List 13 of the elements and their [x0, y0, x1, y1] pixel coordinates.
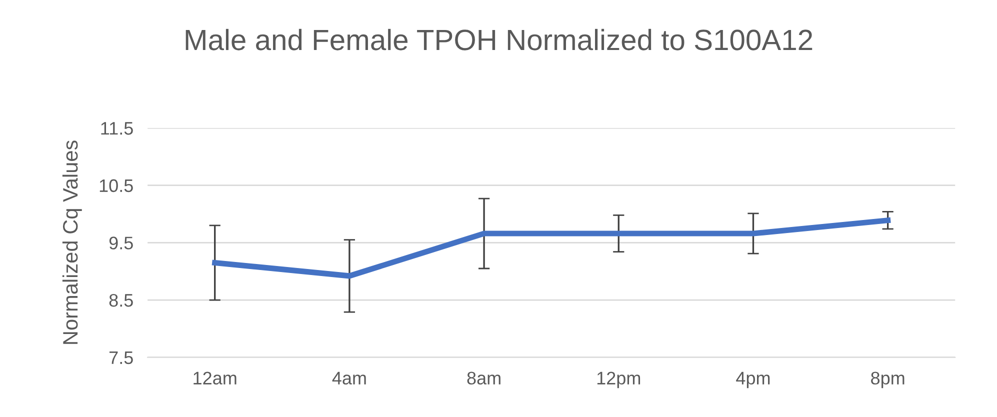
x-tick-label: 8am: [467, 372, 500, 385]
chart-title: Male and Female TPOH Normalized to S100A12: [186, 28, 812, 50]
y-tick-label: 11.5: [101, 122, 133, 135]
x-tick-label: 4pm: [736, 372, 770, 388]
y-tick-label: 8.5: [109, 294, 133, 307]
y-axis-title: Normalized Cq Values: [62, 140, 82, 344]
x-tick-label: 4am: [332, 372, 366, 385]
x-tick-label: 8pm: [871, 372, 904, 388]
y-tick-label: 7.5: [109, 351, 133, 364]
y-tick-label: 10.5: [100, 179, 133, 192]
x-tick-label: 12am: [194, 372, 236, 385]
y-tick-label: 9.5: [109, 236, 133, 250]
x-tick-label: 12pm: [597, 372, 640, 388]
